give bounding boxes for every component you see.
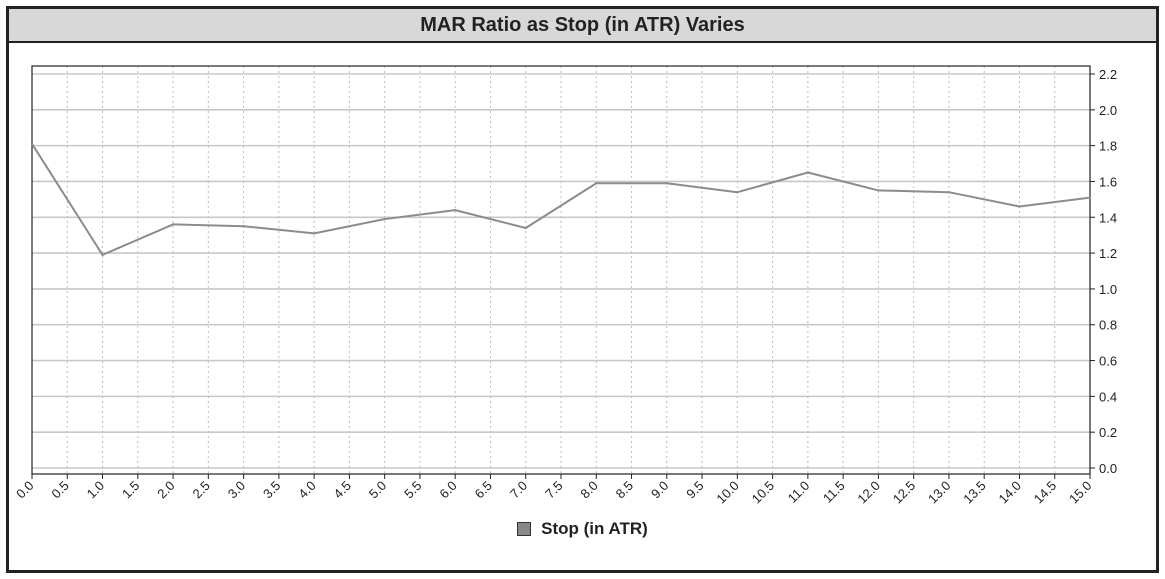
y-tick-label: 1.4 (1099, 210, 1117, 225)
data-point (524, 226, 527, 230)
y-tick-label: 0.6 (1099, 354, 1117, 369)
x-tick-label: 5.5 (401, 478, 424, 501)
y-tick-label: 2.0 (1099, 103, 1117, 118)
x-tick-label: 2.5 (189, 478, 212, 501)
x-tick-label: 9.0 (648, 478, 671, 501)
data-point (877, 189, 880, 192)
data-point (665, 182, 668, 185)
x-tick-label: 0.0 (13, 478, 36, 501)
data-point (30, 142, 34, 146)
data-point (736, 191, 739, 194)
x-tick-label: 7.0 (507, 478, 530, 501)
x-tick-label: 8.0 (577, 478, 600, 501)
data-point (947, 191, 951, 194)
data-point (595, 182, 598, 185)
y-tick-label: 2.2 (1099, 67, 1117, 82)
x-tick-label: 14.0 (996, 478, 1025, 507)
data-point (383, 217, 386, 221)
data-point (1088, 196, 1092, 199)
x-tick-label: 1.0 (84, 478, 107, 501)
x-tick-label: 4.5 (331, 478, 354, 501)
x-tick-label: 5.0 (366, 478, 389, 501)
data-point (806, 171, 810, 174)
x-tick-label: 10.0 (713, 478, 742, 507)
x-tick-label: 14.5 (1031, 478, 1060, 507)
x-tick-label: 3.5 (260, 478, 283, 501)
y-tick-label: 0.4 (1099, 389, 1117, 404)
y-tick-label: 0.8 (1099, 318, 1117, 333)
grid (32, 66, 1090, 474)
data-point (242, 225, 245, 228)
x-tick-label: 10.5 (749, 478, 778, 507)
chart-title: MAR Ratio as Stop (in ATR) Varies (420, 13, 745, 36)
legend: Stop (in ATR) (0, 519, 1165, 539)
x-tick-label: 3.0 (225, 478, 248, 501)
legend-label: Stop (in ATR) (541, 519, 648, 538)
y-axis: 0.0 0.2 0.4 0.6 0.8 1.0 1.2 1.4 1.6 1.8 2.0 2.2 (1090, 67, 1117, 476)
y-tick-label: 1.6 (1099, 174, 1117, 189)
x-tick-label: 4.0 (295, 478, 318, 501)
x-tick-label: 7.5 (542, 478, 565, 501)
series-layer (30, 142, 1092, 257)
data-point (312, 232, 316, 235)
data-point (1018, 205, 1021, 208)
x-tick-label: 12.0 (854, 478, 883, 507)
y-tick-label: 1.2 (1099, 246, 1117, 261)
data-point (171, 223, 175, 226)
x-tick-label: 13.5 (960, 478, 989, 507)
x-tick-label: 0.5 (48, 478, 71, 501)
legend-swatch (517, 522, 532, 536)
y-tick-label: 0.2 (1099, 425, 1117, 440)
x-tick-label: 2.0 (154, 478, 177, 501)
data-point (454, 208, 457, 212)
x-tick-label: 6.5 (472, 478, 495, 501)
x-tick-label: 11.5 (820, 478, 848, 506)
y-tick-label: 1.0 (1099, 282, 1117, 297)
series-line (31, 143, 1091, 256)
x-tick-label: 12.5 (890, 478, 919, 507)
x-tick-label: 11.0 (785, 478, 813, 506)
title-bar: MAR Ratio as Stop (in ATR) Varies (9, 9, 1156, 43)
y-tick-label: 0.0 (1099, 461, 1117, 476)
x-tick-label: 8.5 (613, 478, 636, 501)
x-tick-label: 13.0 (925, 478, 954, 507)
x-tick-label: 9.5 (683, 478, 706, 501)
data-point (101, 253, 104, 257)
x-tick-label: 1.5 (119, 478, 142, 501)
x-tick-label: 15.0 (1066, 478, 1095, 507)
x-axis: 0.0 0.5 1.0 1.5 2.0 2.5 3.0 3.5 4.0 4.5 5.0 5.5 6.0 6… (13, 474, 1095, 507)
x-tick-label: 6.0 (436, 478, 459, 501)
y-tick-label: 1.8 (1099, 139, 1117, 154)
